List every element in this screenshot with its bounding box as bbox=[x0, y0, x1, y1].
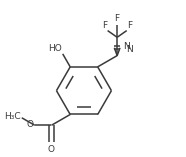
Text: F: F bbox=[102, 21, 107, 30]
Text: N: N bbox=[123, 42, 130, 51]
Text: F: F bbox=[115, 14, 120, 23]
Text: H₃C: H₃C bbox=[4, 112, 20, 122]
Text: N: N bbox=[126, 45, 133, 54]
Text: HO: HO bbox=[48, 44, 62, 53]
Text: F: F bbox=[128, 21, 133, 30]
Text: O: O bbox=[27, 120, 34, 129]
Text: O: O bbox=[48, 145, 55, 154]
